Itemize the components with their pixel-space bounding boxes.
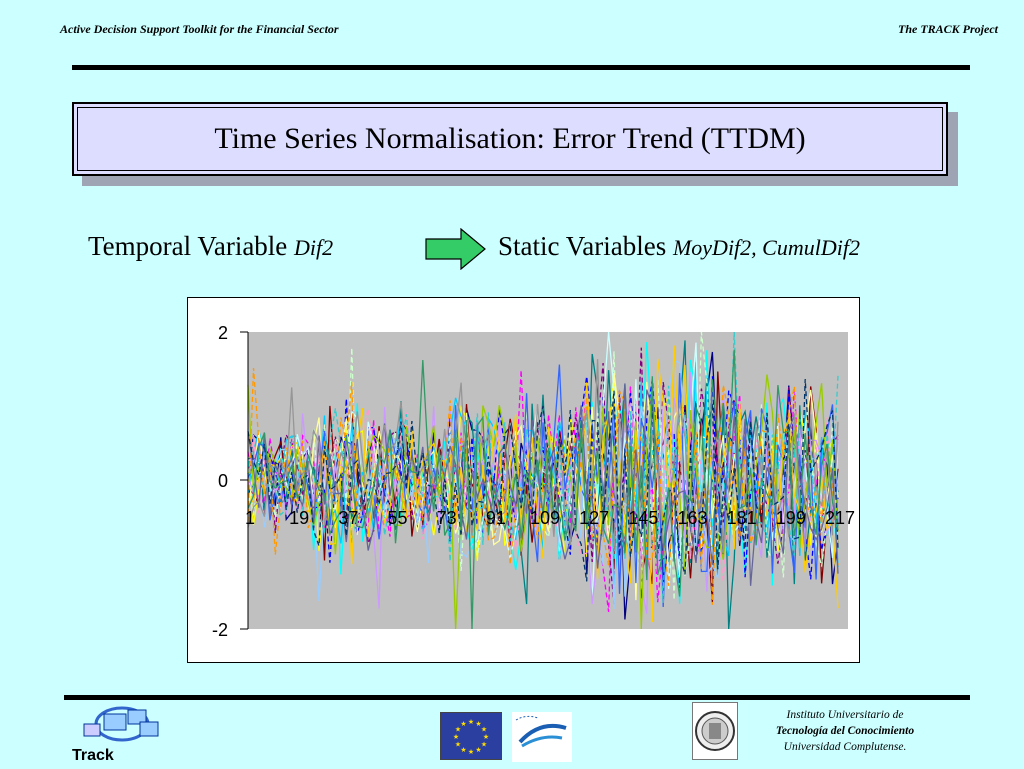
chart-frame: 2 0 -2 1 19 37 55 73 91 109 127 145 163 181 199 217 bbox=[187, 297, 860, 663]
top-divider bbox=[72, 65, 970, 70]
institute-line3: Universidad Complutense. bbox=[783, 741, 907, 753]
university-seal-logo bbox=[692, 702, 738, 760]
series-line bbox=[247, 400, 839, 582]
y-tick-label: 2 bbox=[218, 323, 228, 343]
title-box: Time Series Normalisation: Error Trend (… bbox=[72, 102, 948, 176]
x-tick-label: 37 bbox=[338, 508, 358, 528]
x-tick-label: 109 bbox=[530, 508, 560, 528]
institute-text: Instituto Universitario de Tecnología de… bbox=[750, 707, 940, 755]
series-line bbox=[247, 349, 839, 630]
institute-line2: Tecnología del Conocimiento bbox=[775, 725, 915, 737]
x-tick-label: 163 bbox=[677, 508, 707, 528]
x-tick-label: 19 bbox=[289, 508, 309, 528]
eu-star-icon: ★ bbox=[453, 733, 459, 741]
static-variables-text: Static Variables MoyDif2, CumulDif2 bbox=[498, 231, 860, 262]
header-right-text: The TRACK Project bbox=[898, 22, 998, 36]
x-tick-label: 127 bbox=[579, 508, 609, 528]
y-tick-label: -2 bbox=[212, 620, 228, 640]
series-line bbox=[247, 379, 839, 582]
eu-star-icon: ★ bbox=[460, 720, 466, 728]
x-tick-label: 73 bbox=[437, 508, 457, 528]
esprit-logo bbox=[512, 712, 572, 762]
eu-star-icon: ★ bbox=[468, 718, 474, 726]
eu-star-icon: ★ bbox=[468, 748, 474, 756]
x-tick-label: 1 bbox=[245, 508, 255, 528]
series-line bbox=[247, 359, 839, 554]
track-label: Track bbox=[72, 747, 114, 764]
eu-flag-logo: ★ ★ ★ ★ ★ ★ ★ ★ ★ ★ ★ ★ bbox=[440, 712, 502, 760]
eu-star-icon: ★ bbox=[455, 726, 461, 734]
track-logo-icon: Track bbox=[70, 706, 166, 764]
static-var-names: MoyDif2, CumulDif2 bbox=[672, 235, 860, 260]
x-tick-labels: 1 19 37 55 73 91 109 127 145 163 181 199 217 bbox=[245, 508, 855, 528]
series-line bbox=[247, 345, 839, 623]
x-tick-label: 199 bbox=[776, 508, 806, 528]
eu-star-icon: ★ bbox=[475, 720, 481, 728]
eu-stars-icon: ★★★★★★★★★ ★ ★★ bbox=[453, 718, 489, 756]
eu-star-icon: ★ bbox=[455, 741, 461, 749]
x-tick-label: 217 bbox=[825, 508, 855, 528]
series-group bbox=[247, 331, 839, 630]
x-tick-label: 55 bbox=[387, 508, 407, 528]
eu-star-icon: ★ bbox=[460, 746, 466, 754]
slide-title: Time Series Normalisation: Error Trend (… bbox=[214, 122, 806, 155]
x-tick-label: 145 bbox=[628, 508, 658, 528]
esprit-swoosh-icon bbox=[515, 715, 567, 748]
seal-icon bbox=[695, 711, 735, 751]
temporal-variable-text: Temporal Variable Dif2 bbox=[88, 231, 333, 262]
line-chart: 2 0 -2 1 19 37 55 73 91 109 127 145 163 181 199 217 bbox=[212, 323, 855, 640]
eu-star-icon: ★ bbox=[481, 741, 487, 749]
x-tick-label: 91 bbox=[486, 508, 506, 528]
eu-star-icon: ★ bbox=[475, 746, 481, 754]
temporal-label: Temporal Variable bbox=[88, 231, 288, 261]
temporal-var-name: Dif2 bbox=[294, 235, 334, 260]
series-line bbox=[247, 376, 839, 599]
eu-star-icon: ★ bbox=[483, 733, 489, 741]
header-left-text: Active Decision Support Toolkit for the … bbox=[60, 22, 339, 36]
eu-star-icon: ★ bbox=[481, 726, 487, 734]
x-tick-label: 181 bbox=[727, 508, 757, 528]
static-label: Static Variables bbox=[498, 231, 667, 261]
bottom-divider bbox=[64, 695, 970, 700]
right-arrow-icon bbox=[425, 228, 486, 270]
institute-line1: Instituto Universitario de bbox=[786, 709, 904, 721]
y-tick-label: 0 bbox=[218, 471, 228, 491]
track-logo: Track bbox=[66, 704, 170, 764]
